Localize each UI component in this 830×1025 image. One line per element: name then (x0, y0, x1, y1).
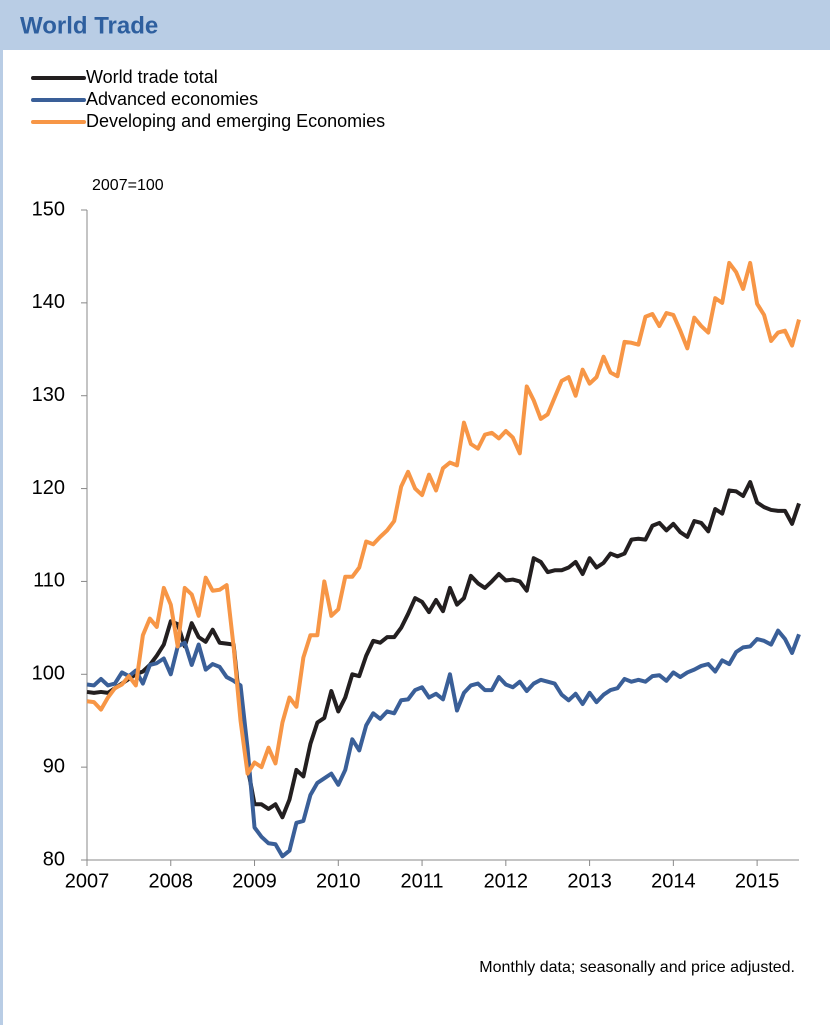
chart-title: World Trade (20, 12, 158, 39)
header-band (0, 0, 830, 50)
y-tick-label: 80 (43, 848, 65, 870)
x-tick-label: 2013 (567, 870, 612, 892)
legend-label: Advanced economies (86, 89, 258, 109)
x-tick-label: 2015 (735, 870, 780, 892)
x-tick-label: 2011 (401, 870, 444, 892)
legend-label: Developing and emerging Economies (86, 111, 385, 131)
x-tick-label: 2007 (65, 870, 110, 892)
left-border (0, 50, 3, 1025)
series-line (86, 628, 801, 859)
x-tick-label: 2008 (149, 870, 194, 892)
y-tick-label: 110 (33, 570, 65, 592)
y-tick-label: 120 (32, 477, 65, 499)
y-tick-label: 150 (32, 198, 65, 220)
footnote: Monthly data; seasonally and price adjus… (479, 959, 795, 976)
series-line (86, 260, 801, 776)
x-tick-label: 2009 (232, 870, 277, 892)
x-tick-label: 2012 (484, 870, 529, 892)
x-tick-label: 2014 (651, 870, 696, 892)
legend-label: World trade total (86, 67, 218, 87)
y-tick-label: 130 (32, 384, 65, 406)
plot-area: 80 90 100 110 120 130 140 150 2007 2008 2009 2010 20… (32, 198, 801, 892)
unit-note: 2007=100 (92, 177, 164, 194)
y-tick-label: 100 (32, 663, 65, 685)
y-tick-label: 140 (32, 291, 65, 313)
x-tick-label: 2010 (316, 870, 361, 892)
series-line (86, 480, 801, 820)
y-tick-label: 90 (43, 755, 65, 777)
